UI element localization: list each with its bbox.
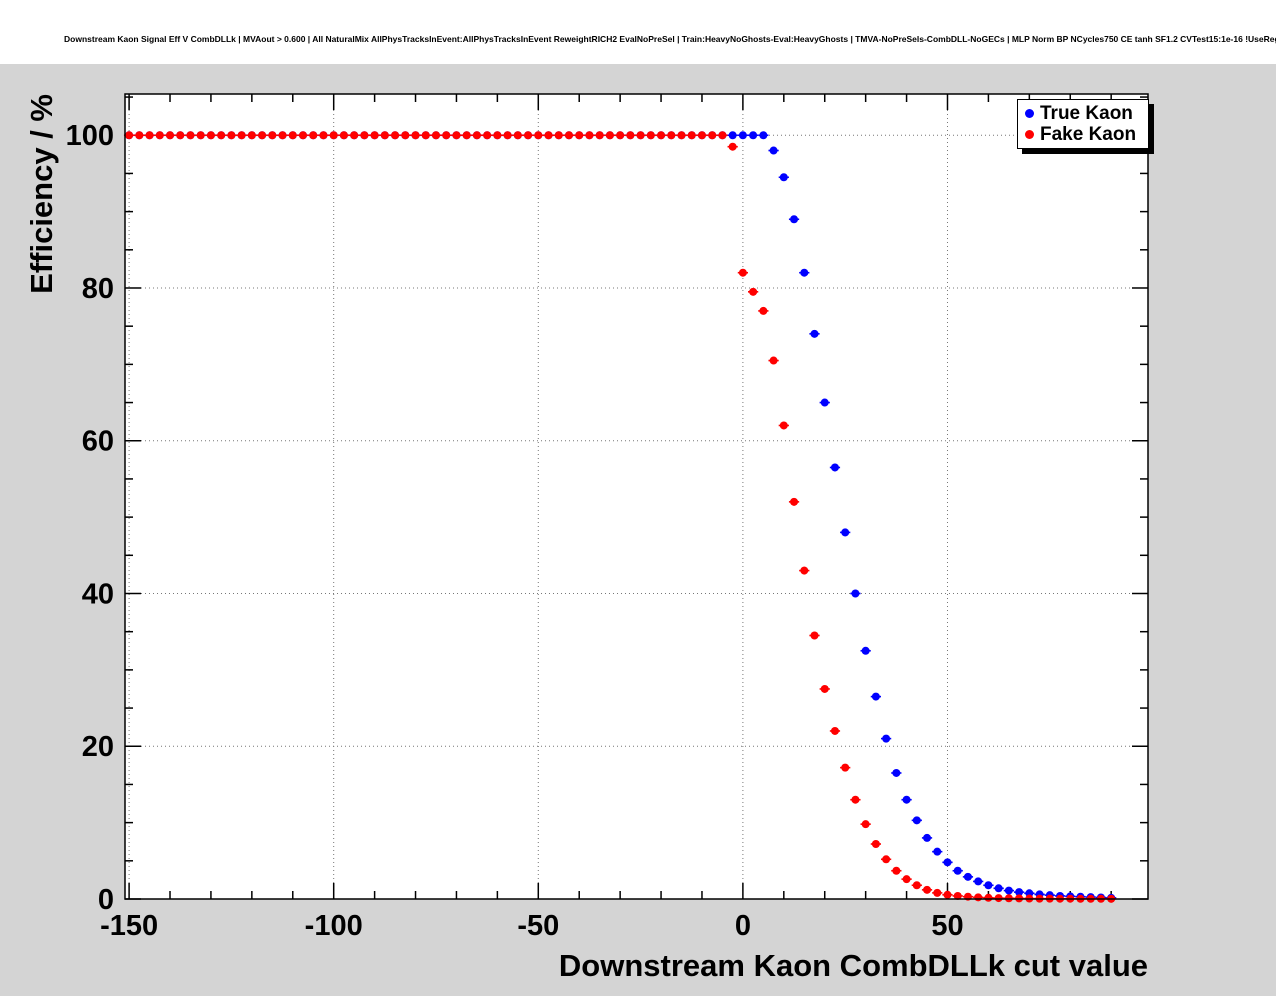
legend-label-fake-kaon: Fake Kaon	[1040, 124, 1137, 145]
svg-text:-100: -100	[305, 910, 363, 942]
axis-ticks	[125, 94, 1148, 900]
x-tick-labels: -150 -100 -50 0 50	[100, 910, 964, 942]
svg-text:100: 100	[66, 120, 114, 152]
svg-text:-150: -150	[100, 910, 158, 942]
plot-frame-background	[125, 94, 1148, 899]
y-axis-title: Efficiency / %	[24, 94, 59, 294]
x-axis-title: Downstream Kaon CombDLLk cut value	[559, 948, 1148, 983]
svg-text:40: 40	[82, 578, 114, 610]
y-tick-labels: 0 20 40 60 80 100	[66, 120, 114, 916]
svg-text:-50: -50	[517, 910, 559, 942]
true-kaon-marker-icon	[1025, 109, 1034, 118]
legend: True Kaon Fake Kaon	[1017, 99, 1149, 149]
legend-entry-true-kaon: True Kaon	[1018, 104, 1148, 123]
svg-text:80: 80	[82, 273, 114, 305]
fake-kaon-marker-icon	[1025, 130, 1034, 139]
svg-text:60: 60	[82, 426, 114, 458]
data-points	[123, 131, 1117, 903]
svg-text:20: 20	[82, 731, 114, 763]
plot-frame-border	[124, 93, 1149, 900]
legend-label-true-kaon: True Kaon	[1040, 103, 1133, 124]
svg-text:50: 50	[931, 910, 963, 942]
svg-text:0: 0	[98, 884, 114, 916]
plot-title: Downstream Kaon Signal Eff V CombDLLk | …	[64, 34, 1276, 44]
legend-entry-fake-kaon: Fake Kaon	[1018, 125, 1148, 144]
svg-text:0: 0	[735, 910, 751, 942]
